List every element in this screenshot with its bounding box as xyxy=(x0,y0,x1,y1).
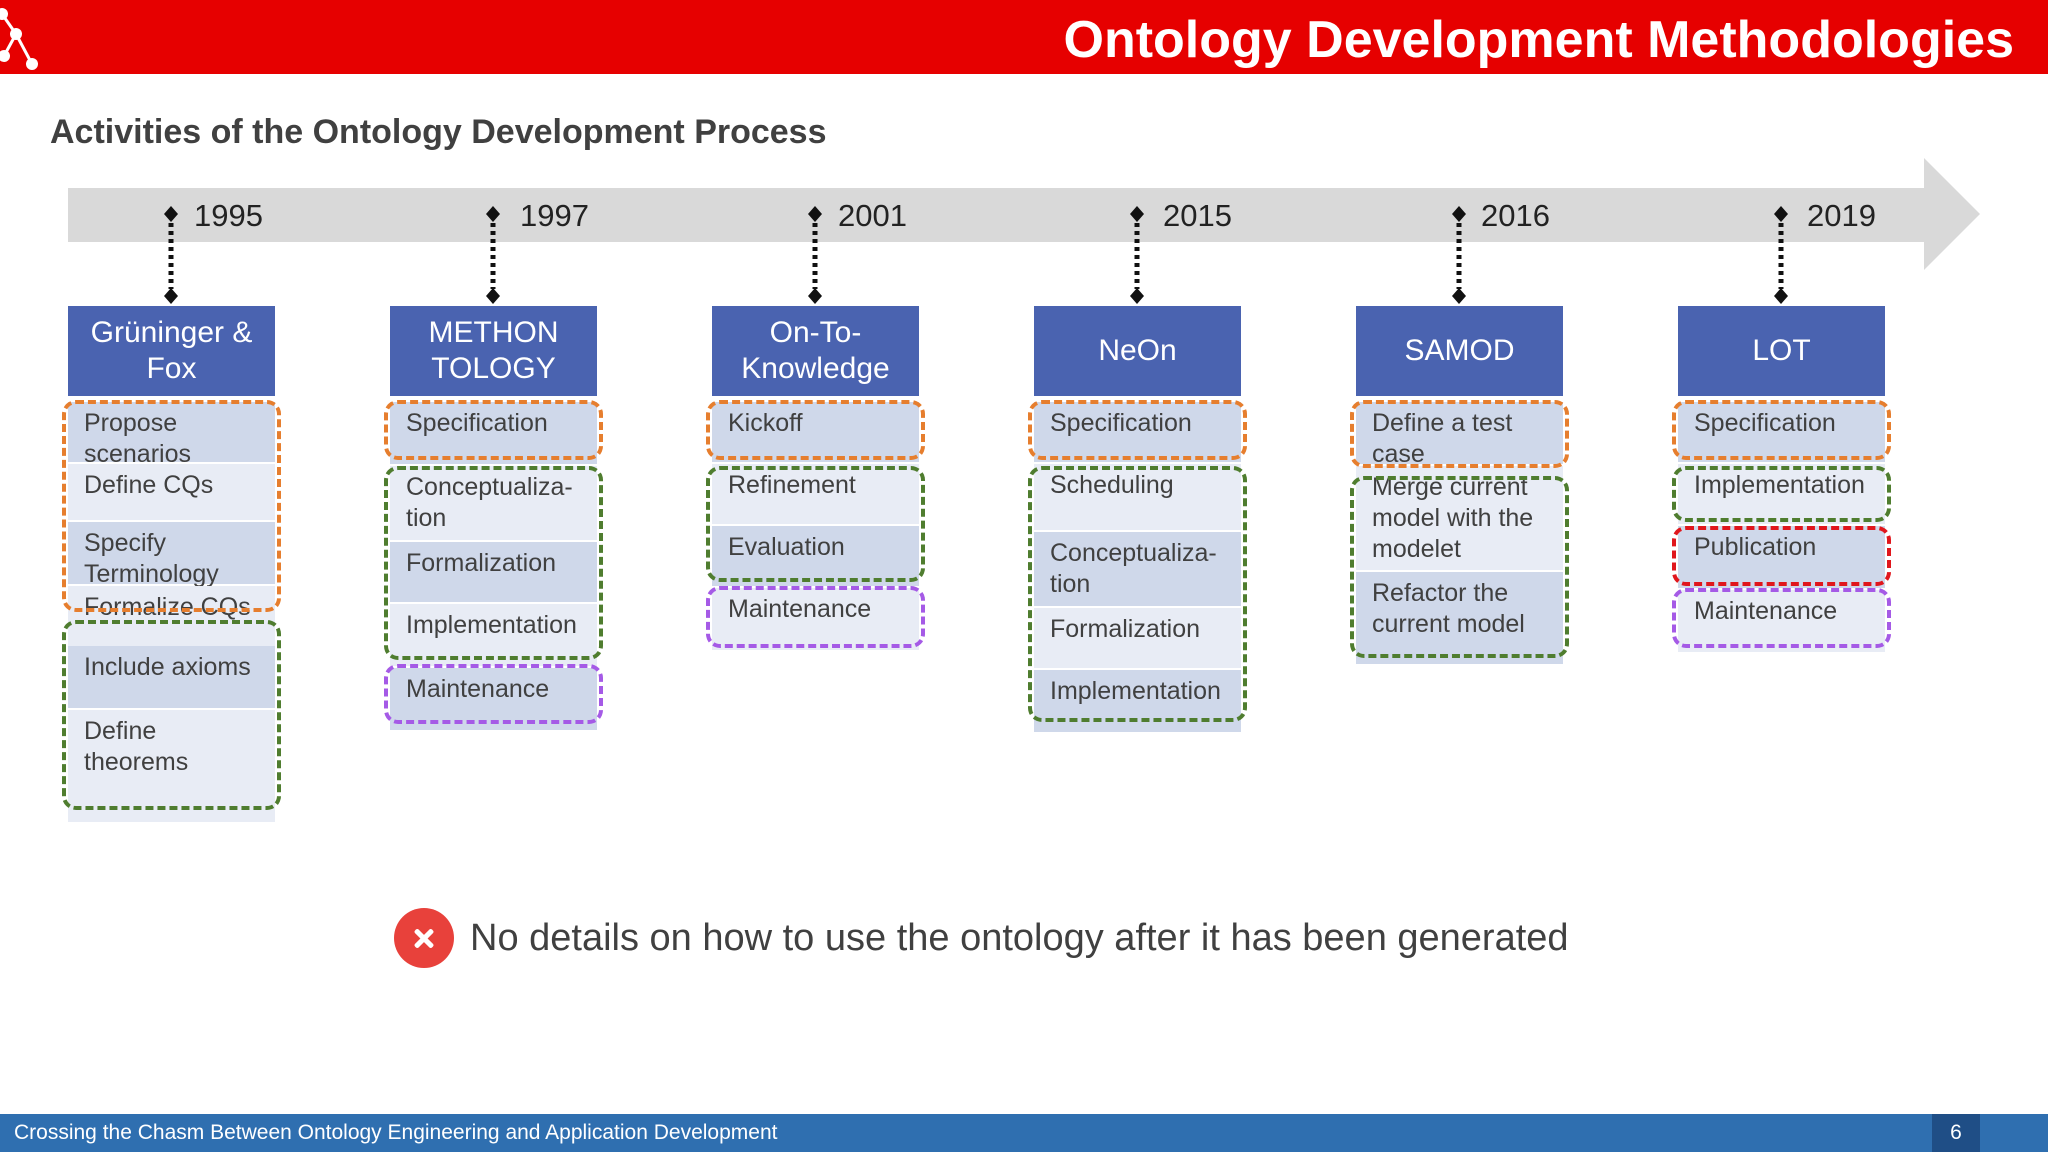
timeline-connector xyxy=(1452,206,1466,304)
activity-box: Maintenance xyxy=(712,588,919,650)
x-circle-icon xyxy=(394,908,454,968)
activity-box: Formalization xyxy=(390,542,597,602)
timeline-connector xyxy=(164,206,178,304)
page-number: 6 xyxy=(1932,1114,1980,1152)
methodology-name: On-To- Knowledge xyxy=(712,306,919,396)
methodology-column: Grüninger & Fox Propose scenarios Define C… xyxy=(62,306,281,822)
activity-box: Formalize CQs xyxy=(68,586,275,646)
methodology-column: On-To- Knowledge Kickoff Refinement Evaluat… xyxy=(706,306,925,650)
activity-box: Maintenance xyxy=(390,668,597,730)
activity-box: Refactor the current model xyxy=(1356,572,1563,664)
activity-box: Specification xyxy=(1034,402,1241,462)
methodology-name: LOT xyxy=(1678,306,1885,396)
activity-box: Include axioms xyxy=(68,646,275,708)
activity-box: Specify Terminology xyxy=(68,522,275,588)
activity-box: Implementation xyxy=(1034,670,1241,732)
activity-box: Publication xyxy=(1678,526,1885,588)
year-label: 2001 xyxy=(838,198,907,233)
year-label: 2019 xyxy=(1807,198,1876,233)
year-label: 1997 xyxy=(520,198,589,233)
activity-box: Specification xyxy=(390,402,597,464)
activity-box: Specification xyxy=(1678,402,1885,462)
timeline-connector xyxy=(1130,206,1144,304)
year-label: 2015 xyxy=(1163,198,1232,233)
methodology-column: METHON TOLOGY Specification Conceptualiza-… xyxy=(384,306,603,730)
activity-box: Define a test case xyxy=(1356,402,1563,468)
methodology-column: SAMOD Define a test case Merge current mod… xyxy=(1350,306,1569,664)
timeline-connector xyxy=(808,206,822,304)
activity-box: Kickoff xyxy=(712,402,919,462)
activity-box: Maintenance xyxy=(1678,590,1885,652)
note-text: No details on how to use the ontology af… xyxy=(470,916,1569,959)
activity-box: Merge current model with the modelet xyxy=(1356,466,1563,570)
activity-box: Formalization xyxy=(1034,608,1241,668)
limitation-note: No details on how to use the ontology af… xyxy=(394,906,1569,970)
methodology-name: METHON TOLOGY xyxy=(390,306,597,396)
year-label: 1995 xyxy=(194,198,263,233)
section-subtitle: Activities of the Ontology Development P… xyxy=(50,113,827,151)
activity-box: Define CQs xyxy=(68,464,275,520)
activity-box: Conceptualiza- tion xyxy=(390,466,597,540)
timeline-arrow xyxy=(68,158,1980,270)
timeline-connector xyxy=(486,206,500,304)
methodology-name: SAMOD xyxy=(1356,306,1563,396)
activity-box: Scheduling xyxy=(1034,464,1241,530)
activity-box: Implementation xyxy=(390,604,597,666)
molecule-logo-icon xyxy=(0,8,38,70)
footer-bar: Crossing the Chasm Between Ontology Engi… xyxy=(0,1114,2048,1152)
timeline-connector xyxy=(1774,206,1788,304)
year-label: 2016 xyxy=(1481,198,1550,233)
activity-box: Evaluation xyxy=(712,526,919,586)
activity-box: Implementation xyxy=(1678,464,1885,524)
activity-box: Propose scenarios xyxy=(68,402,275,468)
methodology-column: LOT Specification Implementation Publicatio… xyxy=(1672,306,1891,652)
header-bar: Ontology Development Methodologies xyxy=(0,0,2048,74)
methodology-column: NeOn Specification Scheduling Conceptualiza… xyxy=(1028,306,1247,732)
activity-box: Conceptualiza- tion xyxy=(1034,532,1241,606)
methodology-name: Grüninger & Fox xyxy=(68,306,275,396)
activity-box: Define theorems xyxy=(68,710,275,822)
activity-box: Refinement xyxy=(712,464,919,524)
methodology-name: NeOn xyxy=(1034,306,1241,396)
slide-title: Ontology Development Methodologies xyxy=(1063,11,2014,69)
footer-text: Crossing the Chasm Between Ontology Engi… xyxy=(14,1121,778,1144)
